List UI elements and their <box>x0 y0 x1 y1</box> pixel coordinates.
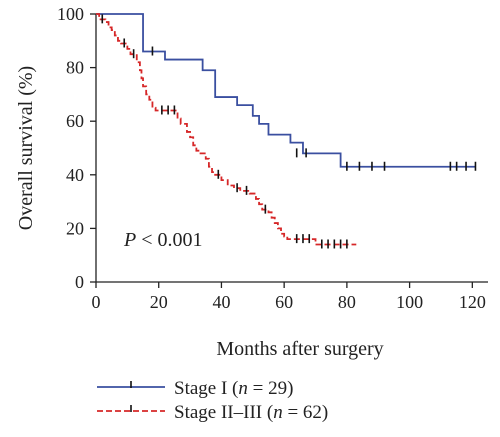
x-tick-label: 0 <box>92 292 101 312</box>
axes: 0 20 40 60 80 100 0 20 40 60 80 100 120 Months after … <box>15 4 488 360</box>
y-tick-label: 60 <box>66 111 84 131</box>
x-tick-label: 40 <box>212 292 230 312</box>
x-tick-label: 100 <box>396 292 423 312</box>
x-tick-label: 80 <box>338 292 356 312</box>
y-axis-title: Overall survival (%) <box>15 66 37 230</box>
y-tick-label: 20 <box>66 218 84 238</box>
x-axis-title: Months after surgery <box>216 338 383 360</box>
x-tick-label: 20 <box>150 292 168 312</box>
y-tick-label: 40 <box>66 165 84 185</box>
annotation-layer: P < 0.001 <box>123 229 203 251</box>
legend-item: Stage I (n = 29) <box>97 378 293 399</box>
y-tick-label: 0 <box>75 272 84 292</box>
x-tick-label: 60 <box>275 292 293 312</box>
series-layer <box>96 13 477 249</box>
legend-label: Stage II–III (n = 62) <box>174 402 328 423</box>
legend: Stage I (n = 29) Stage II–III (n = 62) <box>97 378 328 423</box>
series-2 <box>96 13 357 249</box>
y-tick-label: 100 <box>57 4 84 24</box>
p-value-annotation: P < 0.001 <box>123 229 203 251</box>
x-tick-label: 120 <box>459 292 486 312</box>
series-1 <box>96 13 477 171</box>
series-line <box>96 13 476 168</box>
legend-label: Stage I (n = 29) <box>174 378 293 399</box>
series-line <box>96 13 357 246</box>
y-tick-label: 80 <box>66 58 84 78</box>
legend-item: Stage II–III (n = 62) <box>97 402 328 423</box>
